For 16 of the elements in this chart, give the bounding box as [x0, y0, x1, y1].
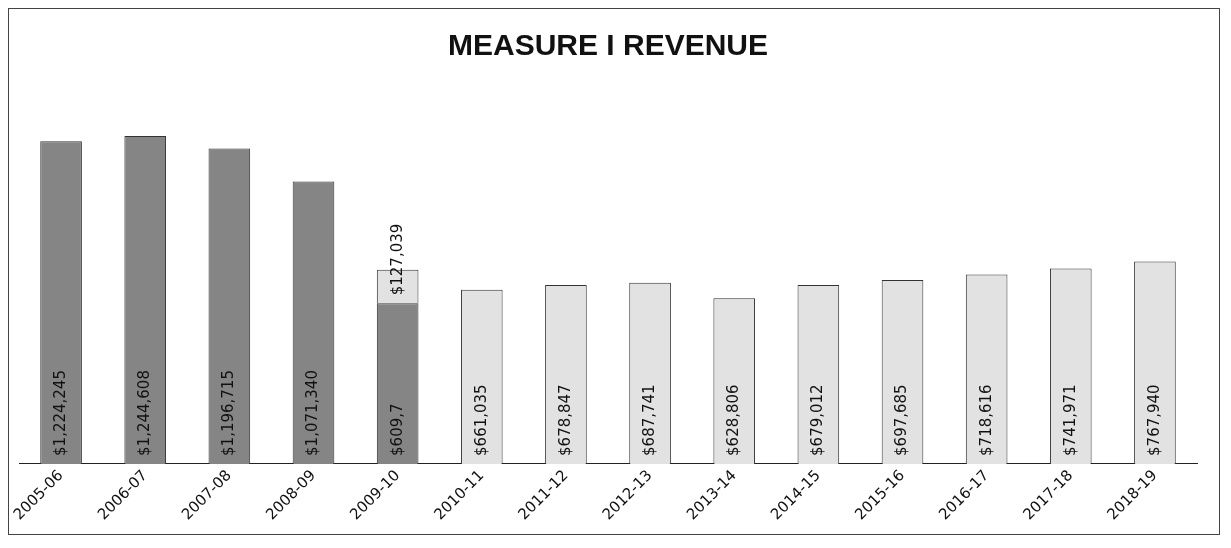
- data-label: $1,071,340: [303, 370, 322, 456]
- data-label: $767,940: [1144, 384, 1163, 456]
- data-label: $661,035: [471, 384, 490, 456]
- chart-title: MEASURE I REVENUE: [447, 28, 769, 62]
- data-label: $1,244,608: [135, 370, 154, 456]
- data-label: $718,616: [976, 384, 995, 456]
- data-label: $678,847: [555, 384, 574, 456]
- data-label: $1,196,715: [219, 370, 238, 456]
- annotation: $609,7: [387, 403, 406, 456]
- data-label: $1,224,245: [50, 370, 69, 456]
- data-label: $679,012: [808, 384, 827, 456]
- data-label: $628,806: [724, 384, 743, 456]
- data-label: $127,039: [387, 223, 406, 296]
- data-label: $741,971: [1060, 384, 1079, 456]
- data-label: $697,685: [892, 384, 911, 456]
- data-label: $687,741: [639, 384, 658, 456]
